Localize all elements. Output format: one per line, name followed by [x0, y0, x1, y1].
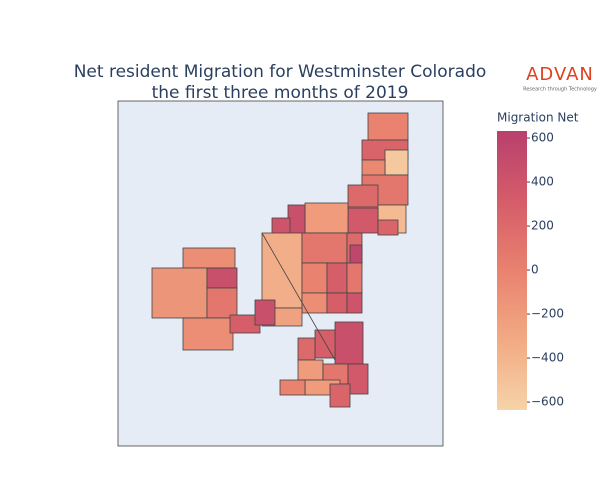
region	[347, 184, 379, 208]
colorbar-tick-label: 200	[531, 219, 554, 233]
colorbar-tick-label: 0	[531, 263, 539, 277]
logo: ADVAN	[526, 64, 594, 85]
region	[182, 317, 234, 351]
colorbar-title: Migration Net	[497, 111, 579, 125]
region	[347, 363, 369, 395]
region	[151, 267, 208, 319]
region	[384, 149, 409, 176]
region	[346, 262, 363, 294]
region	[367, 112, 409, 141]
region	[271, 217, 291, 235]
colorbar-tick-label: −400	[531, 351, 564, 365]
region	[329, 383, 351, 408]
region	[314, 329, 336, 359]
region	[347, 207, 379, 234]
colorbar-tick-label: −200	[531, 307, 564, 321]
region	[301, 232, 348, 264]
region	[261, 232, 303, 309]
region	[349, 244, 363, 266]
region	[326, 262, 348, 294]
region	[279, 379, 306, 396]
region	[301, 292, 328, 314]
colorbar-tick-label: 400	[531, 175, 554, 189]
colorbar-tick-label: 600	[531, 131, 554, 145]
colorbar-tick-label: −600	[531, 395, 564, 409]
region	[206, 287, 238, 319]
region	[297, 359, 324, 381]
road	[261, 232, 336, 361]
region	[377, 219, 399, 236]
region	[346, 292, 363, 314]
region	[254, 299, 276, 326]
region	[287, 204, 306, 236]
chart-title: Net resident Migration for Westminster C…	[74, 62, 487, 82]
chart-subtitle: the first three months of 2019	[152, 83, 409, 103]
region	[182, 247, 236, 269]
region	[297, 337, 316, 361]
region	[206, 267, 238, 289]
colorbar	[497, 131, 527, 410]
region	[304, 202, 349, 234]
region	[326, 292, 348, 314]
logo-tagline: Research through Technology	[523, 87, 597, 93]
region	[334, 321, 364, 365]
region	[301, 262, 328, 294]
